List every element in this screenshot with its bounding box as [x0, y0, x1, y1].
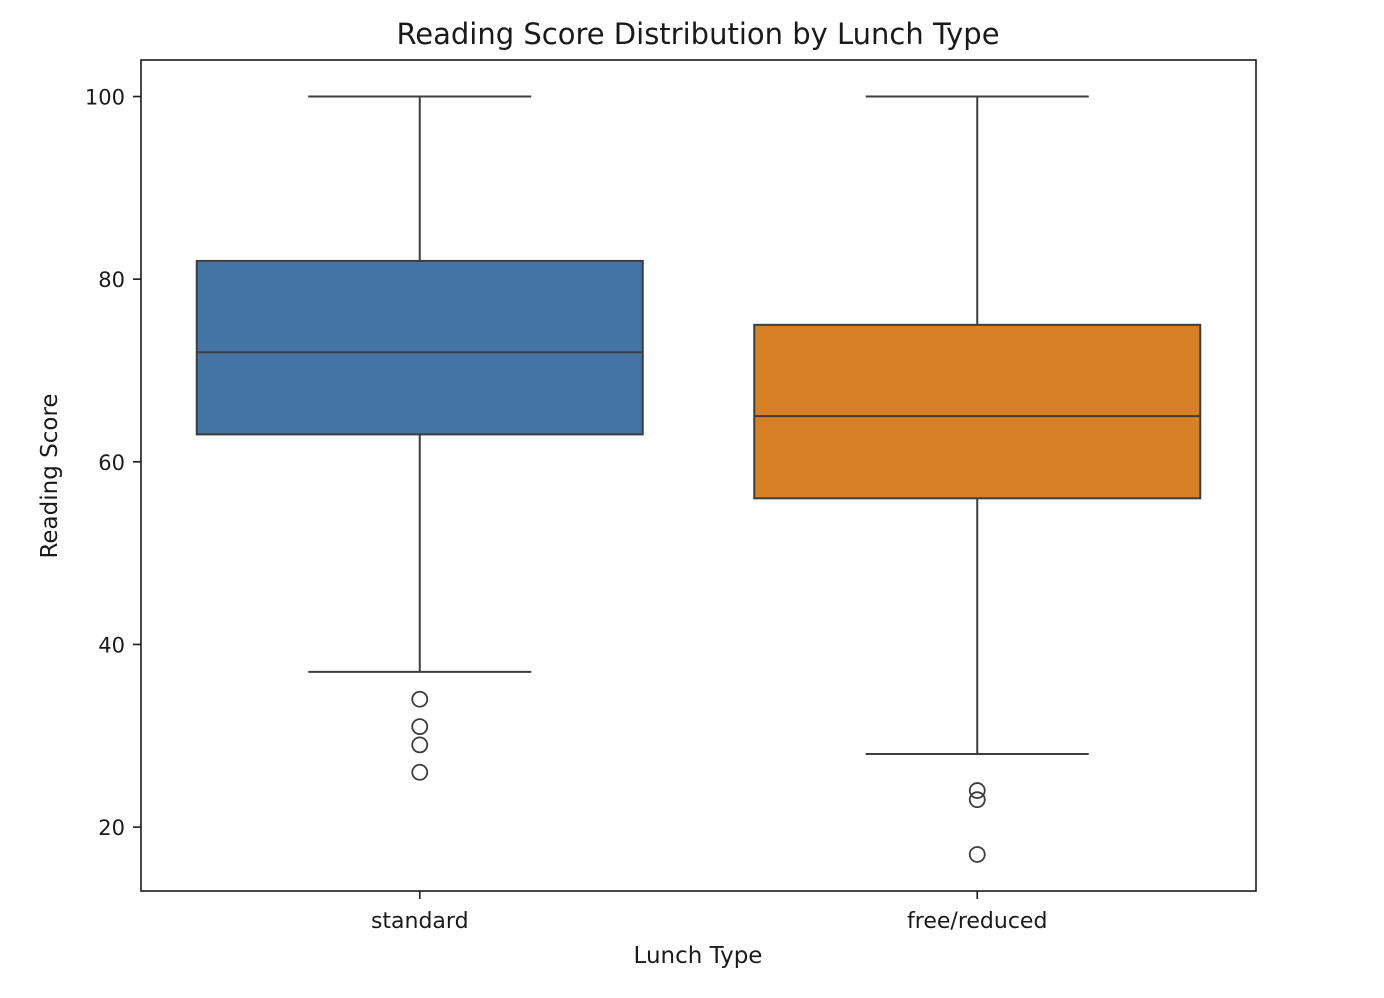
- box-group-standard: [195, 95, 644, 781]
- x-tick-label: standard: [371, 909, 469, 934]
- outlier-point: [968, 782, 986, 799]
- y-tick-label: 40: [98, 633, 125, 657]
- outlier-point: [411, 763, 429, 781]
- y-tick-label: 20: [98, 816, 125, 840]
- outlier-point: [411, 736, 429, 754]
- x-axis-label: Lunch Type: [634, 943, 763, 969]
- axes-frame: [140, 59, 1257, 892]
- chart-title: Reading Score Distribution by Lunch Type: [396, 17, 999, 51]
- plot-area: [195, 95, 1202, 863]
- box-group-free-reduced: [753, 95, 1202, 863]
- x-tick-label: free/reduced: [907, 909, 1047, 934]
- outlier-point: [411, 690, 429, 708]
- y-axis: 20 40 60 80 100: [85, 86, 141, 840]
- iqr-box: [195, 259, 644, 436]
- outlier-point: [968, 846, 986, 863]
- y-tick-label: 80: [98, 268, 125, 292]
- y-tick-label: 60: [98, 451, 125, 475]
- x-axis: standard free/reduced: [371, 891, 1047, 934]
- y-axis-label: Reading Score: [37, 393, 63, 558]
- outlier-point: [411, 718, 429, 736]
- y-tick-label: 100: [85, 86, 125, 110]
- outlier-point: [968, 791, 986, 809]
- iqr-box: [753, 323, 1202, 500]
